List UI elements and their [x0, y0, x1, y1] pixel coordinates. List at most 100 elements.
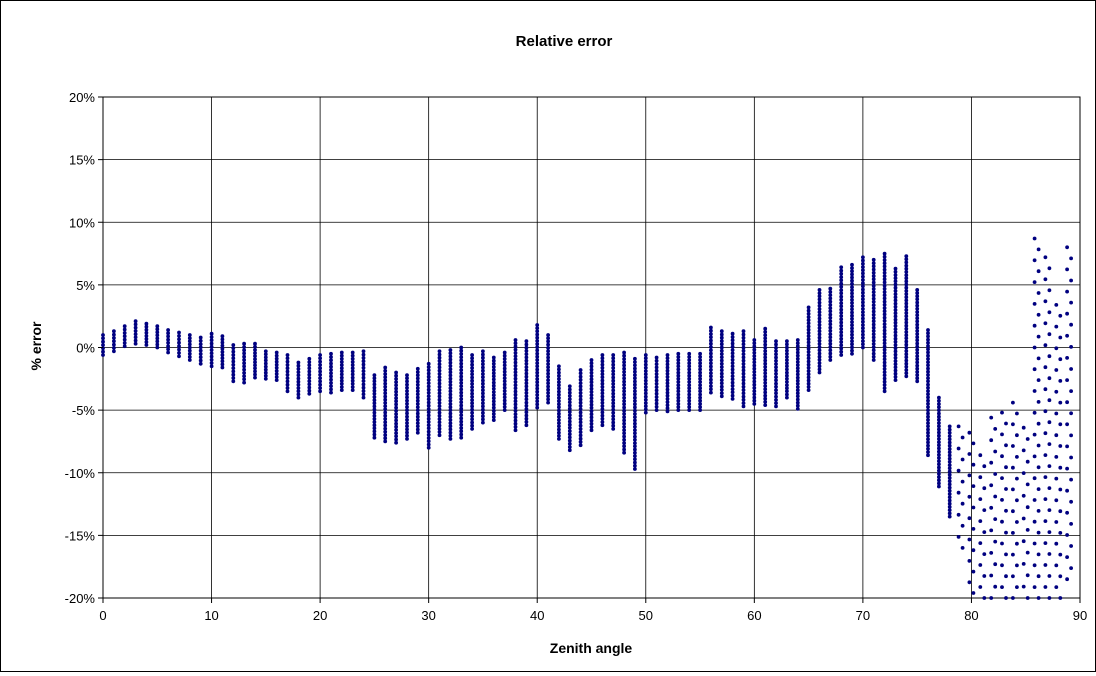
data-point [481, 349, 485, 354]
data-point [448, 427, 453, 432]
data-point [1015, 541, 1019, 546]
data-point [978, 475, 983, 480]
data-point [741, 342, 746, 347]
data-point [871, 335, 876, 340]
data-point [643, 378, 648, 383]
data-point [904, 311, 909, 315]
y-tick-label: 10% [69, 215, 95, 230]
data-point [687, 398, 692, 403]
data-point [915, 354, 920, 358]
data-point [709, 348, 713, 353]
data-point [1043, 475, 1048, 479]
data-point [1011, 444, 1015, 448]
data-point [904, 323, 909, 328]
data-point [535, 389, 540, 394]
data-point [839, 330, 844, 335]
data-point [459, 371, 464, 376]
data-point [437, 423, 442, 428]
data-point [719, 361, 724, 366]
data-point [557, 392, 561, 397]
data-point [665, 406, 670, 411]
data-point [263, 373, 268, 378]
data-point [600, 420, 605, 424]
y-axis-label: % error [28, 321, 44, 371]
data-point [567, 406, 572, 411]
data-point [730, 341, 735, 346]
data-point [665, 378, 670, 382]
data-point [904, 276, 909, 281]
data-point [415, 408, 420, 413]
data-point [839, 288, 844, 292]
data-point [350, 360, 355, 364]
data-point [448, 357, 453, 362]
data-point [1058, 509, 1063, 514]
data-point [513, 344, 518, 349]
data-point [893, 273, 898, 277]
data-point [318, 366, 322, 371]
data-point [960, 479, 965, 484]
data-point [1065, 378, 1069, 382]
x-tick-label: 60 [747, 608, 761, 623]
data-point [546, 333, 550, 337]
data-point [611, 359, 616, 364]
data-point [557, 367, 561, 372]
data-point [774, 394, 778, 399]
data-point [839, 278, 844, 283]
data-point [253, 351, 257, 355]
data-point [882, 370, 887, 374]
data-point [850, 282, 854, 286]
data-point [676, 386, 681, 391]
data-point [502, 385, 507, 390]
data-point [774, 384, 778, 389]
data-point [394, 399, 398, 404]
data-point [535, 393, 540, 397]
data-point [546, 387, 550, 392]
data-point [687, 351, 692, 356]
data-point [839, 346, 844, 351]
data-point [665, 359, 670, 364]
data-point [1000, 541, 1004, 546]
data-point [1036, 465, 1041, 470]
data-point [741, 388, 746, 392]
data-point [1069, 389, 1073, 393]
data-point [763, 380, 768, 385]
data-point [926, 427, 930, 432]
data-point [1065, 488, 1069, 493]
data-point [893, 311, 898, 316]
data-point [1065, 311, 1069, 316]
data-point [589, 383, 594, 388]
data-point [709, 345, 713, 349]
data-point [491, 355, 496, 360]
data-point [448, 354, 453, 359]
data-point [719, 355, 724, 360]
data-point [1043, 585, 1048, 589]
data-point [318, 376, 322, 380]
data-point [947, 463, 952, 467]
data-point [187, 358, 192, 362]
data-point [1069, 278, 1073, 283]
data-point [633, 457, 637, 462]
data-point [861, 326, 865, 331]
data-point [133, 332, 138, 336]
data-point [622, 366, 626, 371]
data-point [448, 379, 453, 384]
data-point [209, 357, 214, 362]
data-point [806, 372, 811, 377]
data-point [774, 342, 778, 347]
data-point [198, 355, 203, 360]
data-point [622, 425, 626, 429]
data-point [263, 370, 268, 375]
data-point [361, 389, 366, 393]
data-point [437, 381, 442, 386]
x-tick-label: 70 [856, 608, 870, 623]
data-point [274, 369, 279, 373]
data-point [329, 371, 333, 376]
data-point [850, 262, 854, 267]
data-point [589, 405, 594, 410]
data-point [926, 389, 930, 393]
data-point [861, 274, 865, 279]
data-point [904, 314, 909, 319]
data-point [1054, 520, 1059, 524]
data-point [926, 353, 930, 358]
data-point [437, 413, 442, 418]
